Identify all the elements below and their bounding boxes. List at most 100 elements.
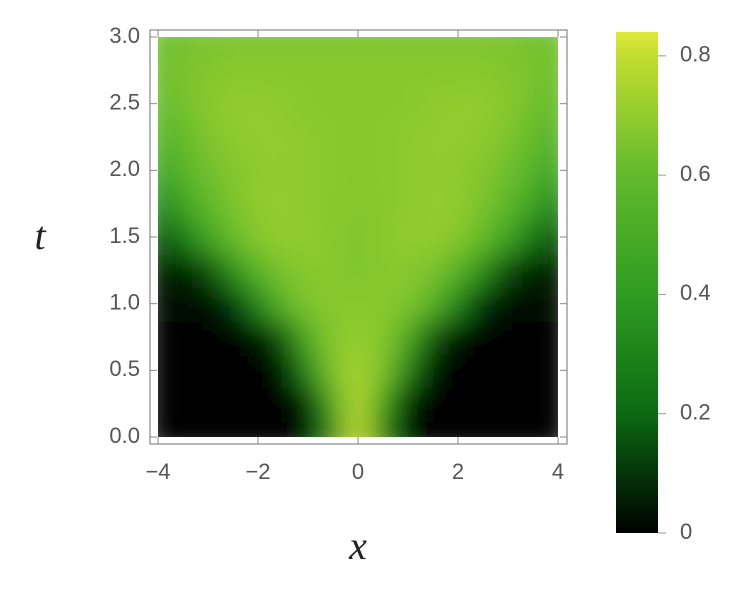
heat-cell — [219, 119, 247, 155]
heatmap — [158, 37, 558, 437]
heat-cell — [219, 286, 247, 322]
heat-cell — [269, 319, 297, 355]
heat-cell — [394, 286, 422, 322]
heat-cell — [194, 286, 222, 322]
heat-cell — [158, 119, 172, 155]
heat-cell — [294, 319, 322, 355]
heat-cell — [294, 186, 322, 222]
heat-cell — [519, 37, 547, 55]
heat-cell — [158, 186, 172, 222]
heat-cell — [294, 52, 322, 88]
heat-cell — [444, 252, 472, 288]
heat-cell — [494, 52, 522, 88]
heat-cell — [158, 386, 172, 422]
heat-cell — [369, 286, 397, 322]
heat-cell — [344, 419, 372, 437]
heat-cell — [169, 86, 197, 122]
heat-cell — [269, 286, 297, 322]
heat-cell — [244, 252, 272, 288]
heat-cell — [444, 386, 472, 422]
heat-cell — [244, 152, 272, 188]
heat-cell — [244, 419, 272, 437]
heat-cell — [169, 52, 197, 88]
heat-cell — [494, 286, 522, 322]
heat-cell — [519, 52, 547, 88]
heat-cell — [344, 119, 372, 155]
colorbar-tick-label: 0.6 — [680, 161, 711, 186]
heat-cell — [444, 219, 472, 255]
heat-cell — [269, 119, 297, 155]
heat-cell — [269, 386, 297, 422]
y-axis-label: t — [34, 213, 46, 258]
heat-cell — [269, 352, 297, 388]
heat-cell — [319, 319, 347, 355]
heat-cell — [469, 252, 497, 288]
heat-cell — [494, 319, 522, 355]
heat-cell — [419, 152, 447, 188]
heat-cell — [319, 352, 347, 388]
heat-cell — [194, 152, 222, 188]
heat-cell — [219, 37, 247, 55]
heat-cell — [544, 219, 558, 255]
heat-cell — [169, 152, 197, 188]
heat-cell — [394, 86, 422, 122]
heat-cell — [344, 152, 372, 188]
heat-cell — [219, 319, 247, 355]
heat-cell — [169, 386, 197, 422]
heat-cell — [344, 86, 372, 122]
x-tick-label: −4 — [145, 459, 170, 484]
heat-cell — [344, 386, 372, 422]
heat-cell — [519, 219, 547, 255]
heat-cell — [294, 352, 322, 388]
heat-cell — [244, 286, 272, 322]
heat-cell — [544, 86, 558, 122]
heat-cell — [494, 37, 522, 55]
heat-cell — [294, 37, 322, 55]
heat-cell — [369, 319, 397, 355]
x-tick-label: 4 — [552, 459, 564, 484]
heat-cell — [219, 252, 247, 288]
heat-cell — [519, 419, 547, 437]
heat-cell — [419, 52, 447, 88]
heat-cell — [344, 219, 372, 255]
heat-cell — [169, 286, 197, 322]
heat-cell — [544, 386, 558, 422]
heat-cell — [469, 319, 497, 355]
heat-cell — [494, 152, 522, 188]
heat-cell — [469, 52, 497, 88]
heat-cell — [269, 86, 297, 122]
heat-cell — [469, 119, 497, 155]
heat-cell — [269, 37, 297, 55]
heat-cell — [419, 252, 447, 288]
heat-cell — [194, 319, 222, 355]
heat-cell — [294, 219, 322, 255]
heat-cell — [319, 219, 347, 255]
heat-cell — [494, 419, 522, 437]
heat-cell — [169, 352, 197, 388]
heat-cell — [419, 219, 447, 255]
heat-cell — [219, 152, 247, 188]
y-tick-label: 3.0 — [109, 23, 140, 48]
heat-cell — [369, 152, 397, 188]
heat-cell — [319, 186, 347, 222]
heat-cell — [244, 219, 272, 255]
heat-cell — [194, 119, 222, 155]
heat-cell — [344, 37, 372, 55]
heat-cell — [269, 152, 297, 188]
heat-cell — [294, 286, 322, 322]
heat-cell — [469, 37, 497, 55]
heat-cell — [469, 286, 497, 322]
heat-cell — [269, 219, 297, 255]
heat-cell — [469, 152, 497, 188]
colorbar-tick-label: 0.4 — [680, 280, 711, 305]
heat-cell — [419, 419, 447, 437]
heat-cell — [294, 419, 322, 437]
heat-cell — [444, 152, 472, 188]
heat-cell — [469, 386, 497, 422]
heat-cell — [269, 186, 297, 222]
heat-cell — [369, 352, 397, 388]
x-tick-label: 2 — [452, 459, 464, 484]
heat-cell — [319, 119, 347, 155]
heat-cell — [319, 386, 347, 422]
heat-cell — [344, 319, 372, 355]
